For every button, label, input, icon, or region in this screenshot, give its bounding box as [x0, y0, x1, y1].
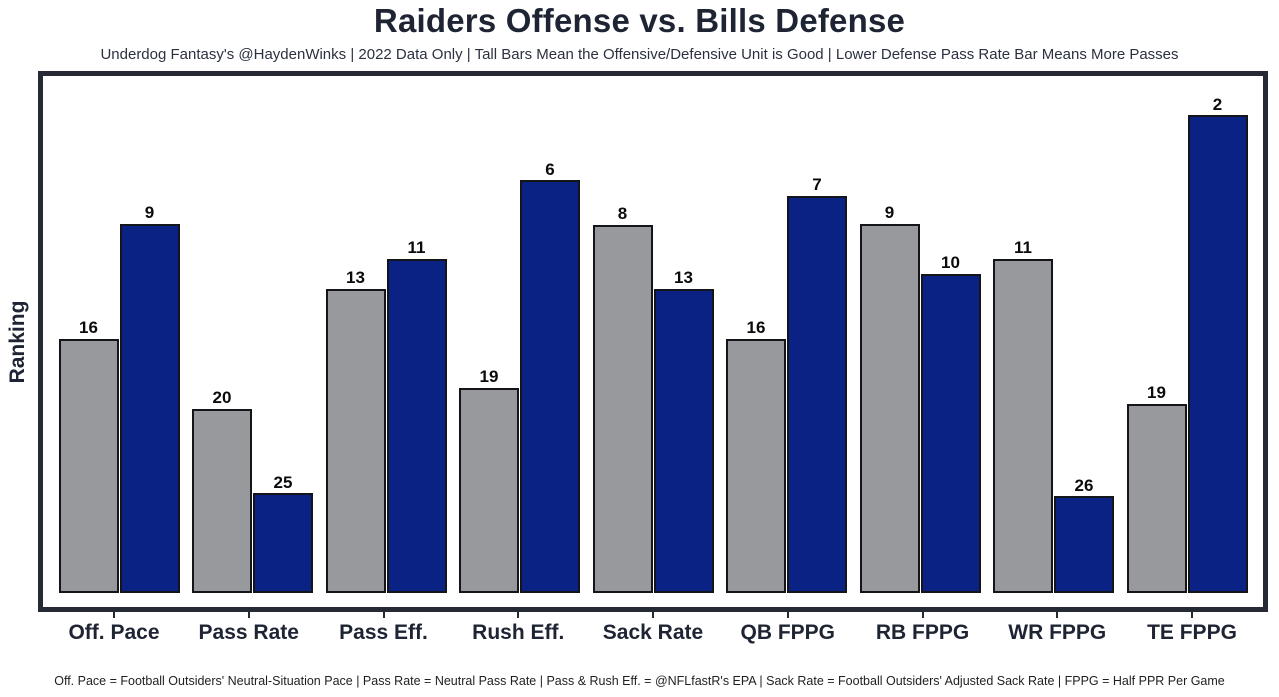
- x-axis-label: Pass Eff.: [339, 621, 428, 644]
- x-axis-cell: QB FPPG: [724, 612, 852, 645]
- bar-group: 8 13: [589, 76, 717, 593]
- defense-bar-wrap: 25: [253, 76, 314, 593]
- defense-bar-wrap: 6: [520, 76, 581, 593]
- x-axis-tick: [517, 612, 520, 618]
- offense-bar-wrap: 8: [592, 76, 653, 593]
- bar-group: 19 2: [1123, 76, 1251, 593]
- offense-bar-wrap: 20: [192, 76, 253, 593]
- x-axis-label: RB FPPG: [875, 621, 970, 644]
- offense-bar-wrap: 16: [58, 76, 119, 593]
- defense-bar-wrap: 13: [653, 76, 714, 593]
- bar-value-label: 8: [617, 204, 628, 224]
- x-axis-tick: [1191, 612, 1193, 618]
- bar-value-label: 13: [346, 268, 365, 288]
- bar-value-label: 9: [144, 203, 155, 223]
- chart-plot-area: 16 9 20 25 13 11 19 6 8 13 16 7 9 10 11 26 19 2: [38, 71, 1268, 612]
- x-axis-cell: Pass Rate: [185, 612, 313, 645]
- x-axis-labels-row: Off. Pace Pass Rate Pass Eff. Rush Eff. Sack…: [38, 612, 1268, 645]
- x-axis-cell: Pass Eff.: [320, 612, 448, 645]
- bar-value-label: 11: [407, 238, 426, 258]
- offense-bar-wrap: 13: [325, 76, 386, 593]
- offense-bar-wrap: 19: [1126, 76, 1187, 593]
- x-axis-cell: RB FPPG: [859, 612, 987, 645]
- bar-value-label: 9: [884, 203, 895, 223]
- offense-bar: [993, 259, 1053, 593]
- bar-group: 16 9: [55, 76, 183, 593]
- bar-value-label: 10: [941, 253, 960, 273]
- bar-value-label: 19: [479, 367, 499, 387]
- x-axis-cell: TE FPPG: [1128, 612, 1256, 645]
- offense-bar-wrap: 11: [993, 76, 1054, 593]
- defense-bar: [253, 493, 313, 593]
- x-axis-tick: [786, 612, 789, 618]
- bar-value-label: 20: [212, 388, 232, 408]
- bar-groups-container: 16 9 20 25 13 11 19 6 8 13 16 7 9 10 11 26 19 2: [43, 76, 1263, 593]
- x-axis-tick: [382, 612, 385, 618]
- defense-bar-wrap: 11: [386, 76, 447, 593]
- bar-value-label: 25: [273, 472, 293, 492]
- defense-bar: [386, 259, 447, 593]
- defense-bar: [1054, 496, 1114, 593]
- bar-value-label: 26: [1074, 475, 1094, 495]
- x-axis-label: Pass Rate: [198, 621, 299, 644]
- x-axis-label: Off. Pace: [68, 621, 160, 644]
- defense-bar-wrap: 26: [1054, 76, 1115, 593]
- defense-bar-wrap: 7: [787, 76, 848, 593]
- x-axis-cell: Off. Pace: [50, 612, 178, 645]
- x-axis-cell: Rush Eff.: [454, 612, 582, 645]
- chart-title: Raiders Offense vs. Bills Defense: [373, 2, 906, 39]
- x-axis-tick: [247, 612, 250, 618]
- defense-bar: [119, 223, 180, 593]
- bar-value-label: 6: [545, 159, 555, 179]
- x-axis-tick: [652, 612, 654, 618]
- bar-value-label: 19: [1147, 383, 1166, 403]
- bar-value-label: 16: [746, 317, 766, 337]
- offense-bar: [1126, 403, 1187, 593]
- x-axis-label: TE FPPG: [1147, 621, 1237, 644]
- bar-group: 9 10: [856, 76, 984, 593]
- bar-group: 16 7: [723, 76, 851, 593]
- x-axis-cell: Sack Rate: [589, 612, 717, 645]
- defense-bar-wrap: 10: [920, 76, 981, 593]
- defense-bar: [787, 195, 847, 593]
- x-axis-label: QB FPPG: [740, 621, 835, 644]
- defense-bar: [520, 180, 580, 593]
- offense-bar-wrap: 19: [459, 76, 520, 593]
- bar-group: 20 25: [189, 76, 317, 593]
- x-axis-tick: [1056, 612, 1059, 618]
- bar-value-label: 13: [674, 268, 693, 288]
- bar-value-label: 7: [812, 175, 822, 195]
- x-axis-tick: [113, 612, 115, 618]
- defense-bar: [1187, 115, 1248, 593]
- x-axis-label: WR FPPG: [1008, 621, 1107, 644]
- x-axis-label: Rush Eff.: [472, 621, 565, 644]
- defense-bar-wrap: 2: [1187, 76, 1248, 593]
- x-axis-label: Sack Rate: [602, 621, 704, 644]
- bar-value-label: 11: [1014, 238, 1032, 258]
- x-axis-cell: WR FPPG: [993, 612, 1121, 645]
- bar-value-label: 2: [1212, 94, 1223, 114]
- offense-bar: [58, 338, 119, 593]
- offense-bar: [459, 387, 519, 593]
- chart-footnote: Off. Pace = Football Outsiders' Neutral-…: [54, 674, 1225, 688]
- offense-bar: [592, 224, 653, 593]
- chart-subtitle: Underdog Fantasy's @HaydenWinks | 2022 D…: [100, 46, 1179, 63]
- x-axis-tick: [921, 612, 924, 618]
- offense-bar: [192, 408, 252, 593]
- offense-bar-wrap: 9: [859, 76, 920, 593]
- offense-bar: [726, 338, 786, 593]
- offense-bar: [325, 289, 386, 593]
- bar-value-label: 16: [79, 317, 98, 337]
- defense-bar: [920, 274, 981, 593]
- offense-bar: [859, 223, 920, 593]
- offense-bar-wrap: 16: [726, 76, 787, 593]
- defense-bar: [653, 289, 714, 593]
- bar-group: 19 6: [456, 76, 584, 593]
- y-axis-label: Ranking: [6, 300, 29, 384]
- bar-group: 11 26: [990, 76, 1118, 593]
- bar-group: 13 11: [322, 76, 450, 593]
- defense-bar-wrap: 9: [119, 76, 180, 593]
